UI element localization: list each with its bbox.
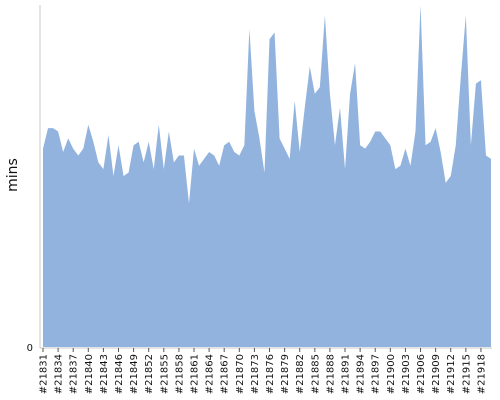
y-tick-label: 0 <box>27 343 33 354</box>
series-layer <box>43 5 491 347</box>
x-axis-ticks: #21831 #21834 #21837 #21840 #21843 #21846 #218… <box>39 348 487 394</box>
x-tick-label: #21888 <box>325 354 336 394</box>
x-tick-label: #21843 <box>99 354 110 394</box>
x-tick-label: #21864 <box>205 354 216 394</box>
x-tick-label: #21900 <box>386 354 397 394</box>
x-tick-label: #21891 <box>341 354 352 394</box>
x-tick-label: #21870 <box>235 354 246 394</box>
x-tick-label: #21846 <box>114 354 125 394</box>
x-tick-label: #21903 <box>401 354 412 394</box>
x-tick-label: #21861 <box>190 354 201 394</box>
y-axis-title: mins <box>5 158 21 192</box>
x-tick-label: #21894 <box>356 354 367 394</box>
x-tick-label: #21912 <box>446 354 457 394</box>
x-tick-label: #21879 <box>280 354 291 394</box>
x-tick-label: #21852 <box>144 354 155 394</box>
x-tick-label: #21831 <box>39 354 50 394</box>
x-tick-label: #21915 <box>461 354 472 394</box>
x-tick-label: #21876 <box>265 354 276 394</box>
x-tick-label: #21849 <box>129 354 140 394</box>
x-tick-label: #21882 <box>295 354 306 394</box>
x-tick-label: #21897 <box>371 354 382 394</box>
x-tick-label: #21858 <box>174 354 185 394</box>
y-axis-ticks: 0 <box>27 343 33 354</box>
x-tick-label: #21867 <box>220 354 231 394</box>
x-tick-label: #21837 <box>69 354 80 394</box>
x-tick-label: #21909 <box>431 354 442 394</box>
x-tick-label: #21918 <box>476 354 487 394</box>
x-tick-label: #21834 <box>54 354 65 394</box>
plot-area: #21831 #21834 #21837 #21840 #21843 #21846 #218… <box>27 5 492 394</box>
x-tick-label: #21885 <box>310 354 321 394</box>
x-tick-label: #21873 <box>250 354 261 394</box>
x-tick-label: #21855 <box>159 354 170 394</box>
x-tick-label: #21840 <box>84 354 95 394</box>
series-area <box>43 5 491 347</box>
x-tick-label: #21906 <box>416 354 427 394</box>
